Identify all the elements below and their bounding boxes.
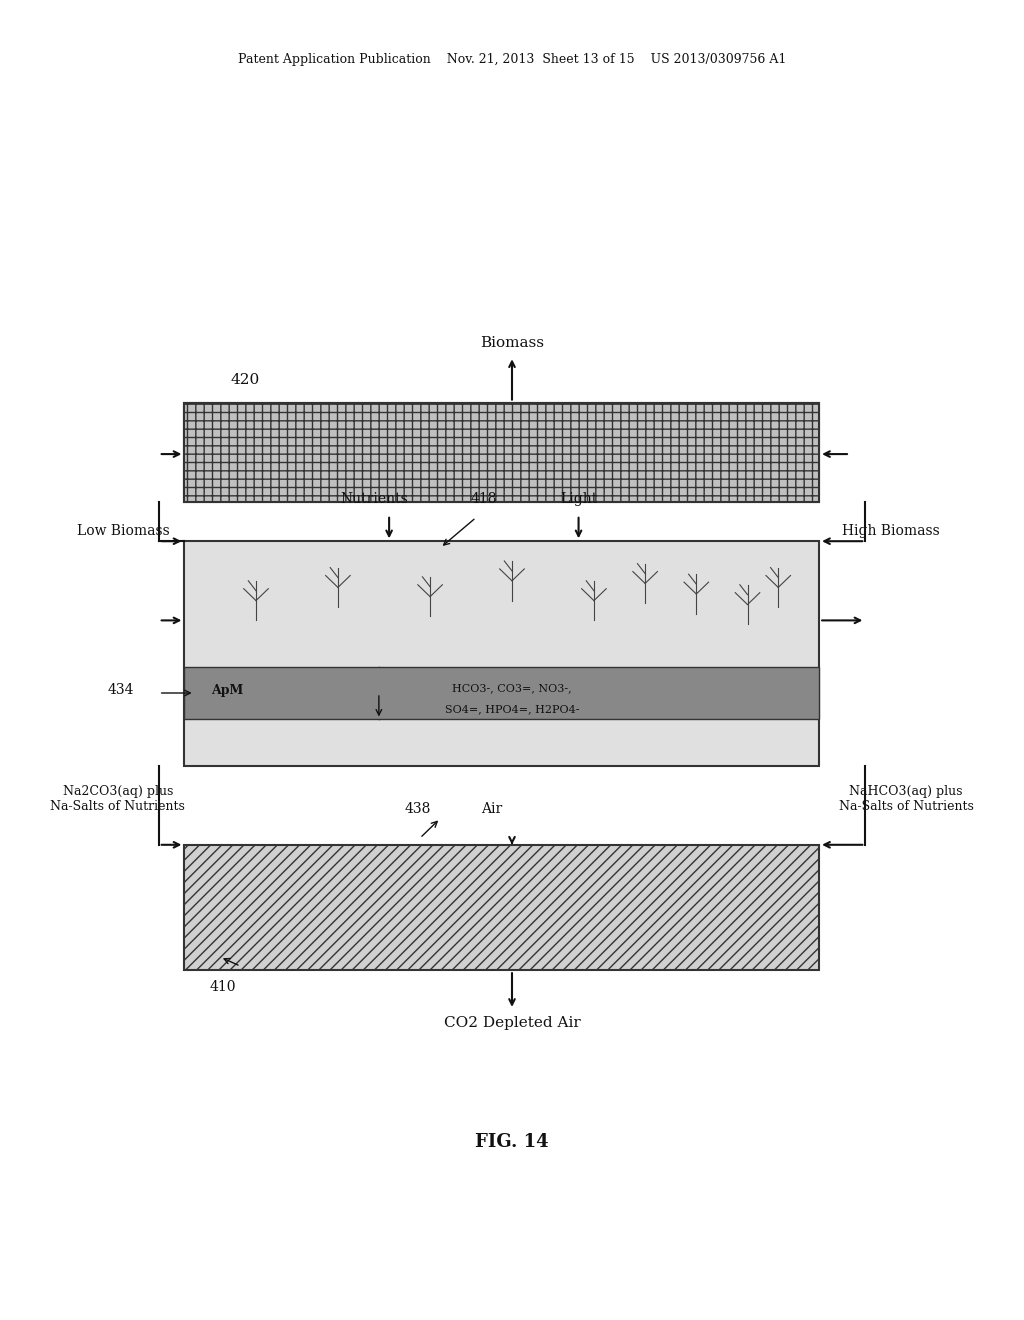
Text: 420: 420 [230, 374, 260, 387]
Bar [184, 667, 819, 719]
Text: High Biomass: High Biomass [842, 524, 940, 537]
Text: FIG. 14: FIG. 14 [475, 1133, 549, 1151]
Text: Na2CO3(aq) plus
Na-Salts of Nutrients: Na2CO3(aq) plus Na-Salts of Nutrients [50, 784, 185, 813]
Text: Biomass: Biomass [480, 337, 544, 350]
Text: Low Biomass: Low Biomass [77, 524, 169, 537]
Text: 410: 410 [210, 981, 237, 994]
FancyBboxPatch shape [184, 403, 819, 502]
Text: Air: Air [481, 803, 502, 816]
Text: SO4=, HPO4=, H2PO4-: SO4=, HPO4=, H2PO4- [444, 704, 580, 714]
Bar [184, 403, 819, 502]
Text: Nutrients: Nutrients [340, 492, 408, 506]
Text: 438: 438 [404, 803, 431, 816]
Text: Light: Light [560, 492, 597, 506]
Text: NaHCO3(aq) plus
Na-Salts of Nutrients: NaHCO3(aq) plus Na-Salts of Nutrients [839, 784, 974, 813]
Bar [184, 541, 819, 766]
Text: ApM: ApM [211, 684, 244, 697]
Text: CO2 Depleted Air: CO2 Depleted Air [443, 1016, 581, 1030]
Text: 434: 434 [108, 684, 134, 697]
Bar [184, 845, 819, 970]
Text: 418: 418 [470, 492, 497, 506]
Text: Patent Application Publication    Nov. 21, 2013  Sheet 13 of 15    US 2013/03097: Patent Application Publication Nov. 21, … [238, 53, 786, 66]
Text: HCO3-, CO3=, NO3-,: HCO3-, CO3=, NO3-, [453, 682, 571, 693]
